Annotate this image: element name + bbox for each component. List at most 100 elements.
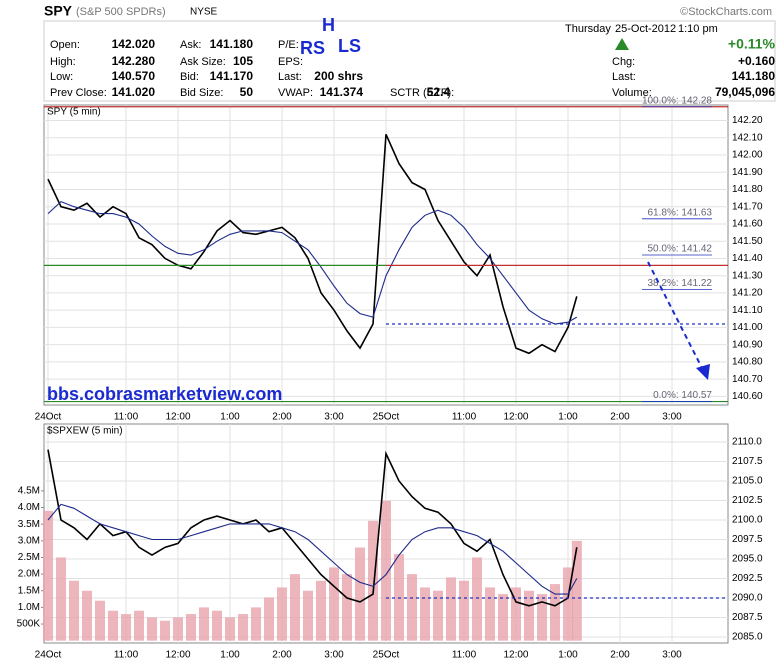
annotation: H [322,15,335,35]
y-tick-label: 2110.0 [732,437,762,448]
y-tick-label: 2105.0 [732,476,763,487]
x-tick-label: 25Oct [373,650,400,659]
x-tick-label: 3:00 [324,412,344,423]
field-label: Chg: [612,56,635,68]
y-tick-label: 140.70 [732,374,763,385]
y-tick-label: 2087.5 [732,612,763,623]
y-tick-label: 2102.5 [732,495,763,506]
volume-bar [56,557,67,641]
x-tick-label: 1:00 [220,650,240,659]
y-tick-label: 140.90 [732,339,763,350]
volume-bar [238,614,249,641]
x-tick-label: 1:00 [558,412,578,423]
x-tick-label: 2:00 [610,412,630,423]
x-tick-label: 24Oct [35,412,62,423]
volume-bar [562,567,573,641]
volume-bar [406,574,417,641]
price-line [47,503,578,595]
y-tick-label: 141.00 [732,322,763,333]
y-tick-label: 2100.0 [732,515,763,526]
volume-bar [523,590,534,641]
field-value: 52.4 [427,85,451,99]
y-tick-label: 141.90 [732,167,763,178]
level-label: 0.0%: 140.57 [653,390,712,401]
field-value: 140.570 [112,69,156,83]
volume-bar [303,590,314,641]
field-label: Ask Size: [180,56,226,68]
volume-bar [108,610,119,641]
y-tick-label: 141.40 [732,253,763,264]
y-tick-label: 140.60 [732,391,763,402]
quote-box [43,20,776,102]
volume-bar [95,600,106,641]
field-value: 141.180 [732,69,776,83]
volume-bar [497,594,508,641]
volume-bar [147,617,158,641]
field-label: VWAP: [278,87,313,99]
volume-bar [290,574,301,641]
level-label: 50.0%: 141.42 [648,244,713,255]
volume-bar [471,557,482,641]
volume-bar [173,617,184,641]
y-tick-label: 2097.5 [732,534,763,545]
volume-bar [199,607,210,641]
x-tick-label: 3:00 [662,650,682,659]
y-tick-label: 2095.0 [732,554,763,565]
y2-tick-label: 4.0M [18,502,40,513]
x-tick-label: 11:00 [114,650,139,659]
y-tick-label: 2107.5 [732,456,763,467]
level-label: 100.0%: 142.28 [642,95,712,106]
volume-bar [264,597,275,641]
volume-bar [69,580,80,641]
field-label: Prev Close: [50,87,107,99]
volume-bar [225,617,236,641]
price-line [47,133,578,355]
price-line [47,200,578,325]
volume-bar [82,590,93,641]
source: ©StockCharts.com [680,6,772,18]
x-tick-label: 2:00 [272,412,292,423]
volume-bar [355,547,366,641]
field-label: Bid: [180,71,199,83]
level-label: 38.2%: 141.22 [648,278,713,289]
field-label: Volume: [612,87,652,99]
volume-bar [277,587,288,641]
y-tick-label: 142.00 [732,150,763,161]
quote-fields: Open: 142.020 High: 142.280 Low: 140.570 Prev … [50,37,775,99]
y-tick-label: 140.80 [732,357,763,368]
y-tick-label: 142.10 [732,132,763,143]
volume-bar [381,500,391,641]
y-tick-label: 141.80 [732,184,763,195]
x-tick-label: 11:00 [452,412,477,423]
watermark: bbs.cobrasmarketview.com [47,384,282,404]
field-label: High: [50,56,76,68]
field-value: 142.020 [112,37,156,51]
volume-bar [134,610,145,641]
volume-bar [419,587,430,641]
y-tick-label: 2090.0 [732,593,763,604]
exchange: NYSE [190,7,218,18]
field-label: Bid Size: [180,87,223,99]
volume-bar [316,580,327,641]
field-value: 141.020 [112,85,156,99]
y2-tick-label: 1.5M [18,585,40,596]
time: 1:10 pm [678,23,718,35]
field-value: 200 shrs [314,69,363,83]
x-tick-label: 3:00 [324,650,344,659]
annotation: RS [300,38,325,58]
field-label: Last: [612,71,636,83]
x-tick-label: 3:00 [662,412,682,423]
symbol: SPY [44,3,73,19]
field-label: Last: [278,71,302,83]
y2-tick-label: 4.5M [18,486,40,497]
x-tick-label: 11:00 [452,650,477,659]
date: 25-Oct-2012 [615,23,676,35]
y-tick-label: 141.20 [732,288,763,299]
volume-bar [368,520,379,641]
pct-change: +0.11% [728,36,776,52]
field-value: 141.374 [320,85,364,99]
x-tick-label: 2:00 [610,650,630,659]
field-label: EPS: [278,56,303,68]
price-line [47,449,578,607]
y-tick-label: 141.10 [732,305,763,316]
